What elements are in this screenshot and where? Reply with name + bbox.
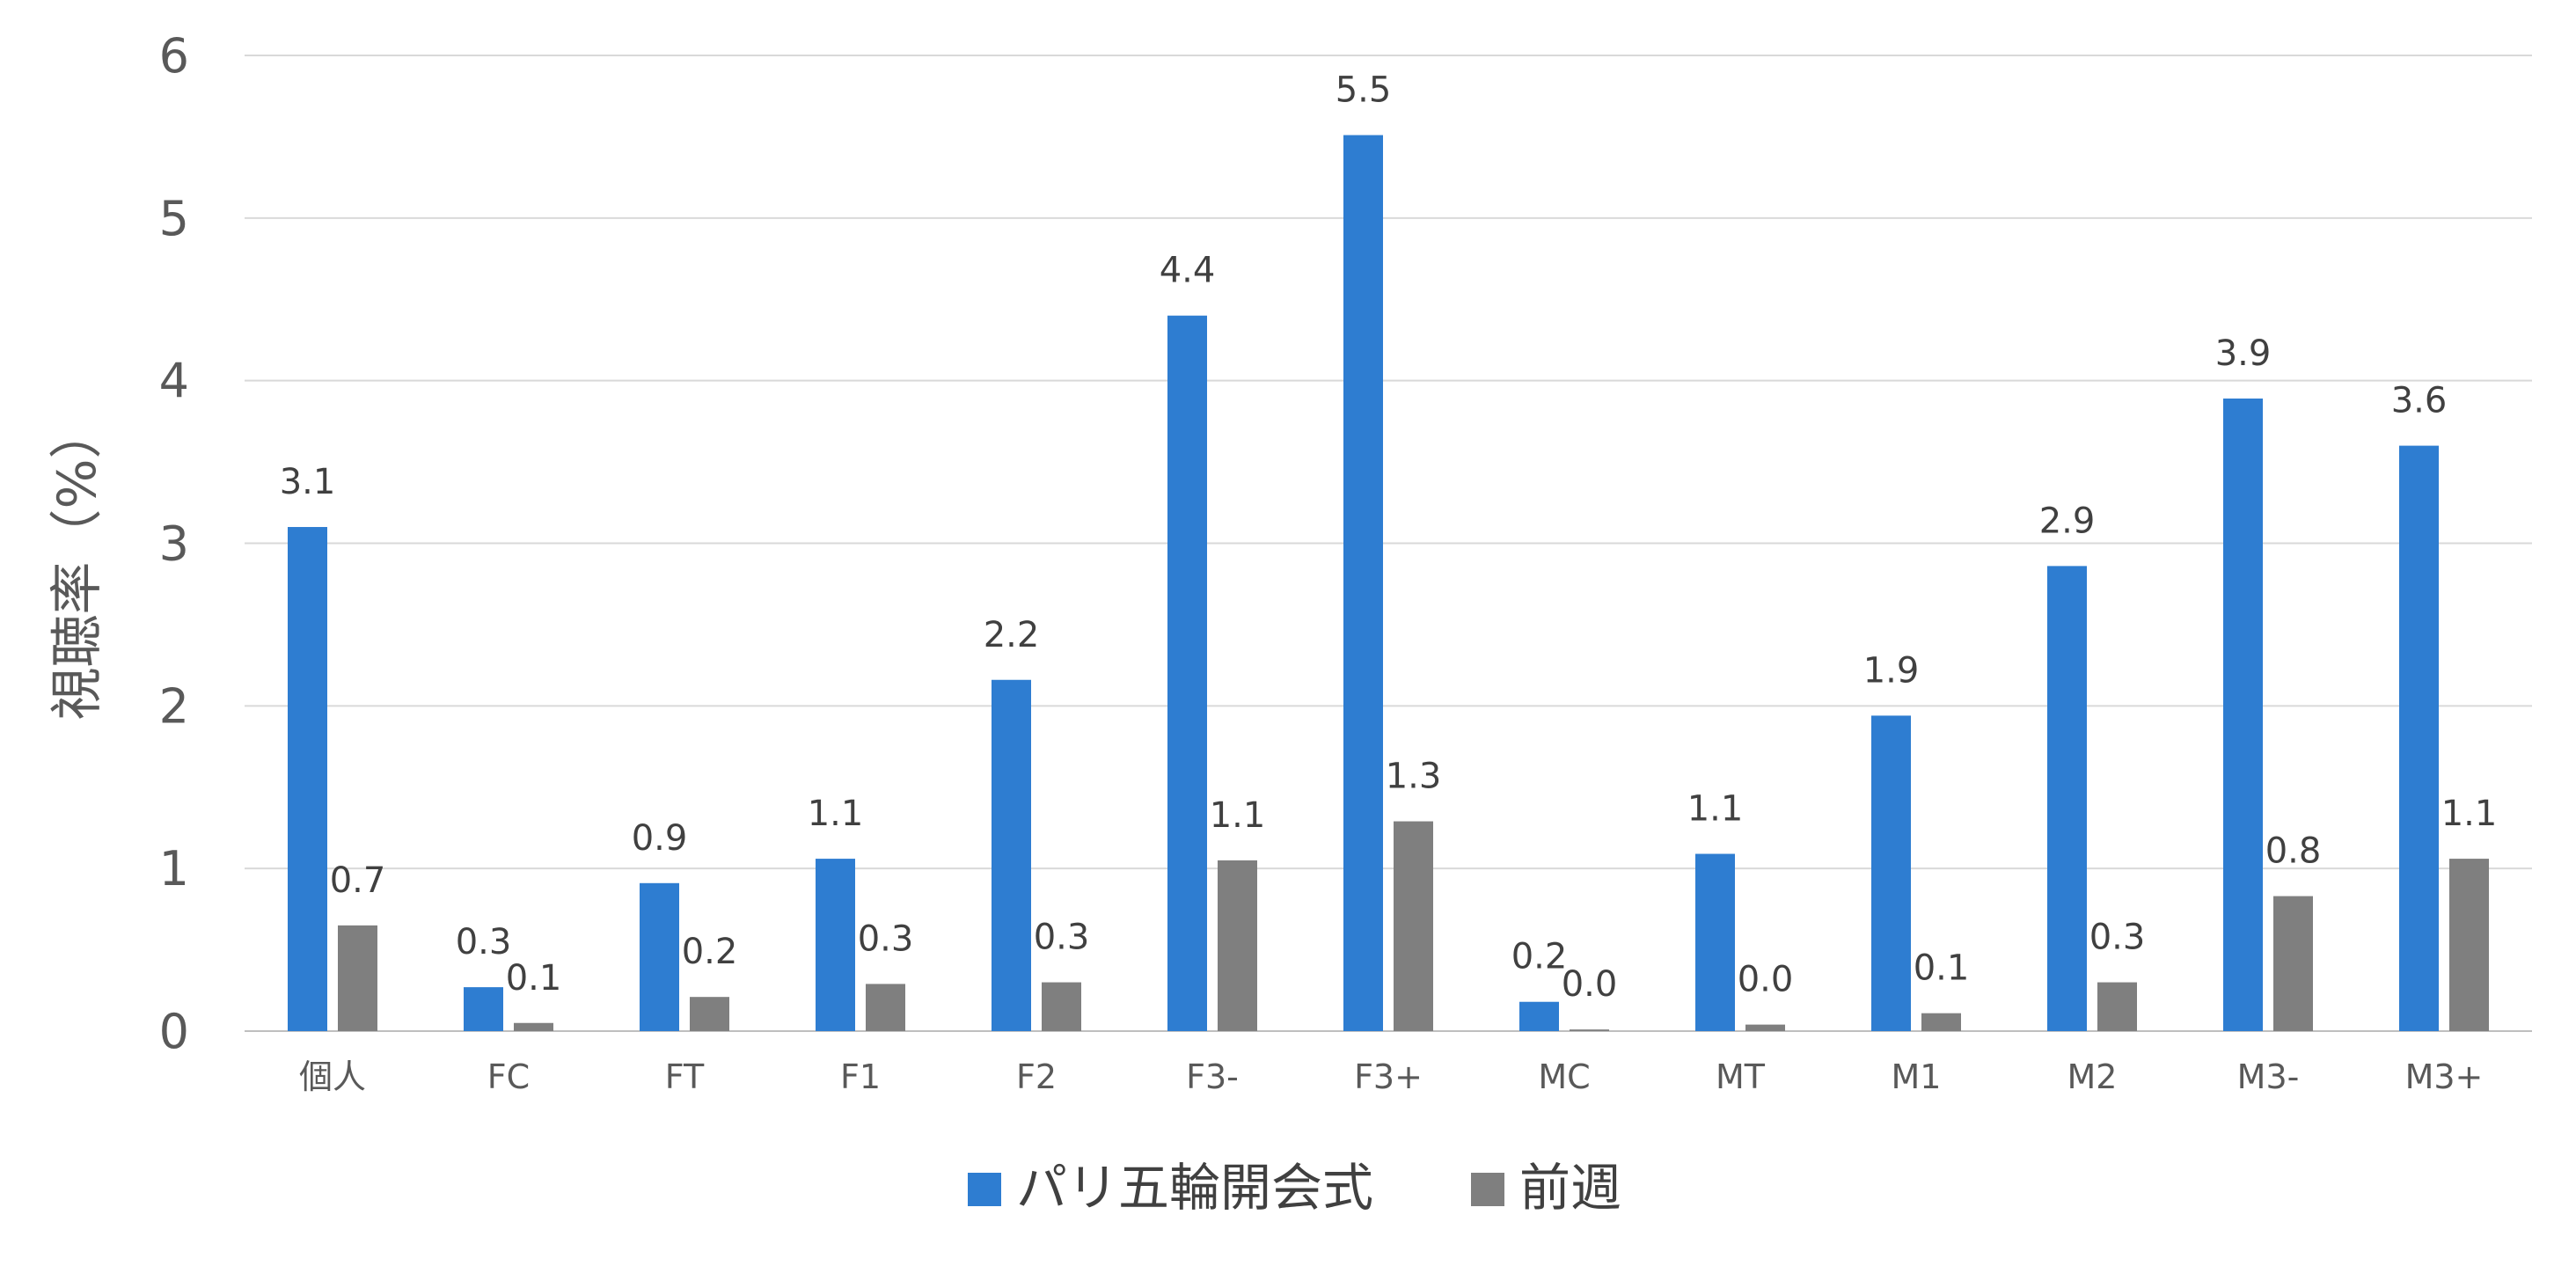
data-label: 0.0 bbox=[1562, 964, 1618, 1005]
y-axis-title: 視聴率（%） bbox=[47, 406, 108, 720]
bar-series1 bbox=[1167, 315, 1207, 1031]
data-labels: 3.10.70.30.10.90.21.10.32.20.34.41.15.51… bbox=[280, 70, 2498, 1006]
data-label: 0.7 bbox=[330, 860, 386, 901]
data-label: 0.1 bbox=[506, 958, 562, 999]
bar-series2 bbox=[1745, 1024, 1785, 1031]
data-label: 4.4 bbox=[1160, 251, 1216, 291]
x-category-label: M2 bbox=[2067, 1057, 2118, 1096]
legend: パリ五輪開会式 前週 bbox=[968, 1158, 1621, 1218]
bar-series1 bbox=[2399, 445, 2439, 1032]
gridlines bbox=[245, 55, 2532, 1032]
data-label: 5.5 bbox=[1336, 70, 1392, 111]
x-axis-categories: 個人 FC FT F1 F2 F3- F3+ MC MT M1 M2 M3- M3+ bbox=[299, 1057, 2483, 1096]
bar-series1 bbox=[1871, 715, 1911, 1031]
x-category-label: FC bbox=[487, 1057, 530, 1096]
data-label: 0.3 bbox=[456, 922, 512, 962]
data-label: 3.1 bbox=[280, 462, 336, 502]
data-label: 1.1 bbox=[1687, 789, 1744, 830]
bar-series2 bbox=[1921, 1013, 1961, 1031]
bar-series1 bbox=[1343, 135, 1383, 1031]
x-category-label: M1 bbox=[1892, 1057, 1942, 1096]
x-category-label: MC bbox=[1538, 1057, 1590, 1096]
x-category-label: F3- bbox=[1186, 1057, 1239, 1096]
legend-swatch bbox=[968, 1173, 1001, 1206]
bar-series1 bbox=[816, 859, 855, 1031]
bar-series2 bbox=[338, 925, 377, 1031]
data-label: 1.1 bbox=[1210, 795, 1266, 836]
y-axis-ticks: 0 1 2 3 4 5 6 bbox=[159, 28, 189, 1059]
legend-label: 前週 bbox=[1519, 1158, 1621, 1218]
bar-series1 bbox=[1519, 1001, 1559, 1031]
data-label: 2.9 bbox=[2039, 501, 2096, 541]
x-category-label: M3+ bbox=[2405, 1057, 2484, 1096]
data-label: 0.9 bbox=[632, 818, 688, 859]
data-label: 1.9 bbox=[1863, 650, 1920, 691]
data-label: 0.2 bbox=[682, 932, 738, 972]
x-category-label: 個人 bbox=[299, 1057, 366, 1096]
bar-series2 bbox=[2273, 896, 2313, 1031]
bar-series1 bbox=[288, 527, 327, 1031]
bars bbox=[288, 135, 2489, 1032]
x-category-label: F2 bbox=[1016, 1057, 1057, 1096]
bar-series2 bbox=[1042, 982, 1081, 1031]
bar-series2 bbox=[866, 984, 905, 1031]
data-label: 2.2 bbox=[984, 615, 1040, 655]
legend-swatch bbox=[1471, 1173, 1504, 1206]
y-tick-label: 1 bbox=[159, 841, 189, 896]
data-label: 1.1 bbox=[808, 794, 864, 834]
bar-series1 bbox=[2223, 398, 2263, 1032]
data-label: 0.3 bbox=[2089, 918, 2146, 958]
bar-series1 bbox=[1695, 853, 1735, 1031]
bar-series2 bbox=[514, 1022, 553, 1031]
data-label: 0.8 bbox=[2265, 831, 2322, 872]
bar-series2 bbox=[2449, 859, 2489, 1031]
bar-series2 bbox=[1218, 860, 1257, 1031]
y-tick-label: 6 bbox=[159, 28, 189, 84]
y-tick-label: 2 bbox=[159, 678, 189, 734]
x-category-label: MT bbox=[1716, 1057, 1766, 1096]
bar-series2 bbox=[2097, 982, 2137, 1031]
bar-series1 bbox=[464, 987, 503, 1031]
data-label: 3.6 bbox=[2391, 381, 2448, 421]
y-tick-label: 4 bbox=[159, 354, 189, 409]
bar-series2 bbox=[1570, 1029, 1609, 1031]
bar-series1 bbox=[640, 882, 679, 1031]
y-tick-label: 0 bbox=[159, 1004, 189, 1059]
data-label: 3.9 bbox=[2215, 333, 2272, 374]
x-category-label: F3+ bbox=[1354, 1057, 1423, 1096]
data-label: 1.3 bbox=[1386, 757, 1442, 797]
bar-series2 bbox=[1394, 821, 1433, 1031]
data-label: 1.1 bbox=[2441, 794, 2498, 834]
data-label: 0.1 bbox=[1914, 948, 1970, 989]
y-tick-label: 5 bbox=[159, 191, 189, 246]
data-label: 0.3 bbox=[1034, 918, 1090, 958]
bar-series1 bbox=[2047, 566, 2087, 1031]
y-tick-label: 3 bbox=[159, 516, 189, 572]
legend-label: パリ五輪開会式 bbox=[1016, 1158, 1373, 1218]
bar-series1 bbox=[992, 679, 1031, 1031]
bar-series2 bbox=[690, 997, 729, 1031]
x-category-label: M3- bbox=[2237, 1057, 2300, 1096]
data-label: 0.0 bbox=[1738, 960, 1794, 1000]
data-label: 0.3 bbox=[858, 918, 914, 959]
x-category-label: FT bbox=[665, 1057, 705, 1096]
x-category-label: F1 bbox=[840, 1057, 881, 1096]
data-label: 0.2 bbox=[1511, 937, 1568, 977]
